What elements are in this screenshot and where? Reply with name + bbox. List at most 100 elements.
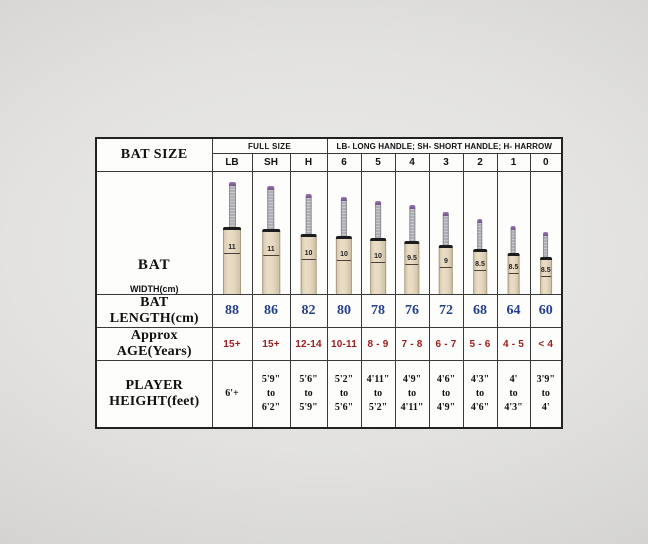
player-height-line: 5'2"	[368, 402, 388, 413]
bat-shoulder-band	[370, 238, 386, 241]
age-0: < 4	[529, 327, 563, 361]
bat-shoulder-band	[438, 245, 454, 248]
bat-blade: 9	[438, 248, 454, 294]
bat-handle	[477, 223, 483, 249]
bat-width-value: 8.5	[540, 267, 551, 274]
player-height-line: 4'9"	[402, 374, 422, 385]
bat-grip-cap	[477, 219, 483, 223]
bat-width-sticker-line	[540, 276, 551, 277]
size-header-6: 6	[326, 153, 362, 172]
bat-width-value: 9	[444, 258, 448, 265]
bat-width-sticker-line	[508, 273, 519, 274]
player-height-0: 3'9" to 4'	[529, 360, 563, 429]
bat-width-sticker-line	[301, 259, 316, 260]
bat-width-value: 11	[267, 246, 275, 253]
bat-SH: 11	[262, 186, 280, 294]
age-2: 5 - 6	[462, 327, 498, 361]
bat-width-sticker-line	[405, 264, 419, 265]
bat-H: 10	[300, 194, 317, 294]
player-height-label-line2: HEIGHT(feet)	[109, 394, 200, 409]
bat-length-3: 72	[428, 294, 464, 328]
player-height-line: 4'6"	[436, 374, 456, 385]
bat-grip-cap	[305, 194, 312, 198]
player-height-row: PLAYER HEIGHT(feet) 6'+ 5'9" to 6'2" 5'6" to 5…	[95, 360, 563, 429]
player-height-6: 5'2" to 5'6"	[326, 360, 362, 429]
bat-handle	[341, 201, 347, 236]
player-height-label-line1: PLAYER	[125, 378, 183, 393]
bat-width-sticker-line	[224, 253, 240, 254]
bat-grip-cap	[228, 182, 236, 186]
bat-shoulder-band	[404, 241, 420, 244]
player-height-line: 4'	[509, 374, 518, 385]
bat-images-row: BAT WIDTH(cm) 11 11 10 10 10 9.5 9 8.5 8.5 8.5	[95, 171, 563, 295]
player-height-line: to	[407, 388, 417, 399]
bat-shoulder-band	[507, 253, 520, 256]
bat-image-0: 8.5	[531, 173, 561, 294]
size-header-row: LB SH H 6 5 4 3 2 1 0	[96, 153, 563, 172]
player-height-line: to	[373, 388, 383, 399]
bat-grip-cap	[510, 226, 516, 230]
bat-width-sticker-line	[263, 255, 279, 256]
bat-grip-cap	[267, 186, 275, 190]
bat-image-H: 10	[291, 173, 326, 294]
bat-2: 8.5	[473, 219, 487, 294]
player-height-4: 4'9" to 4'11"	[394, 360, 430, 429]
bat-size-table: BAT SIZE FULL SIZE LB- LONG HANDLE; SH- …	[95, 137, 563, 429]
player-height-line: 5'6"	[334, 402, 354, 413]
bat-handle	[443, 216, 449, 245]
bat-width-value: 11	[228, 244, 236, 251]
age-5: 8 - 9	[360, 327, 396, 361]
bat-cell-H: 10	[289, 171, 328, 295]
player-height-line: 4'11"	[366, 374, 390, 385]
bat-length-6: 80	[326, 294, 362, 328]
size-header-H: H	[289, 153, 328, 172]
age-4: 7 - 8	[394, 327, 430, 361]
bat-blade: 8.5	[507, 256, 520, 294]
bat-blade: 10	[335, 239, 353, 294]
bat-cell-LB: 11	[211, 171, 253, 295]
bat-length-LB: 88	[211, 294, 253, 328]
bat-blade: 11	[223, 230, 241, 294]
bat-5: 10	[370, 201, 386, 294]
player-height-line: to	[475, 388, 485, 399]
size-header-5: 5	[360, 153, 396, 172]
bat-length-2: 68	[462, 294, 498, 328]
bat-width-value: 9.5	[407, 255, 417, 262]
player-height-SH: 5'9" to 6'2"	[251, 360, 291, 429]
player-height-3: 4'6" to 4'9"	[428, 360, 464, 429]
size-header-3: 3	[428, 153, 464, 172]
player-height-line: to	[509, 388, 518, 399]
size-header-2: 2	[462, 153, 498, 172]
bat-blade: 11	[262, 232, 280, 294]
player-height-LB: 6'+	[211, 360, 253, 429]
player-height-line: 4'9"	[436, 402, 456, 413]
bat-image-LB: 11	[213, 173, 251, 294]
bat-grip-cap	[375, 201, 381, 205]
bat-image-2: 8.5	[464, 173, 496, 294]
player-height-line: 4'3"	[470, 374, 490, 385]
bat-width-sticker-line	[336, 260, 352, 261]
bat-length-0: 60	[529, 294, 563, 328]
bat-shoulder-band	[262, 229, 280, 232]
player-height-line: to	[339, 388, 349, 399]
bat-width-value: 8.5	[475, 261, 485, 268]
bat-3: 9	[438, 212, 454, 294]
player-height-line: 4'6"	[470, 402, 490, 413]
bat-width-value: 10	[304, 250, 313, 257]
player-height-line: 5'9"	[299, 402, 318, 413]
age-row-label: Approx AGE(Years)	[95, 327, 213, 361]
player-height-line: 4'	[541, 402, 550, 413]
header-row-groups: BAT SIZE FULL SIZE LB- LONG HANDLE; SH- …	[95, 137, 563, 172]
player-height-row-label: PLAYER HEIGHT(feet)	[95, 360, 213, 429]
bat-width-row-label: BAT WIDTH(cm)	[95, 171, 213, 295]
bat-grip-cap	[443, 212, 449, 216]
bat-handle	[543, 236, 549, 257]
player-height-line: to	[304, 388, 313, 399]
bat-width-sticker-line	[439, 267, 453, 268]
bat-handle	[267, 190, 275, 229]
bat-shoulder-band	[473, 249, 487, 252]
bat-image-1: 8.5	[498, 173, 529, 294]
bat-blade: 8.5	[539, 260, 552, 294]
